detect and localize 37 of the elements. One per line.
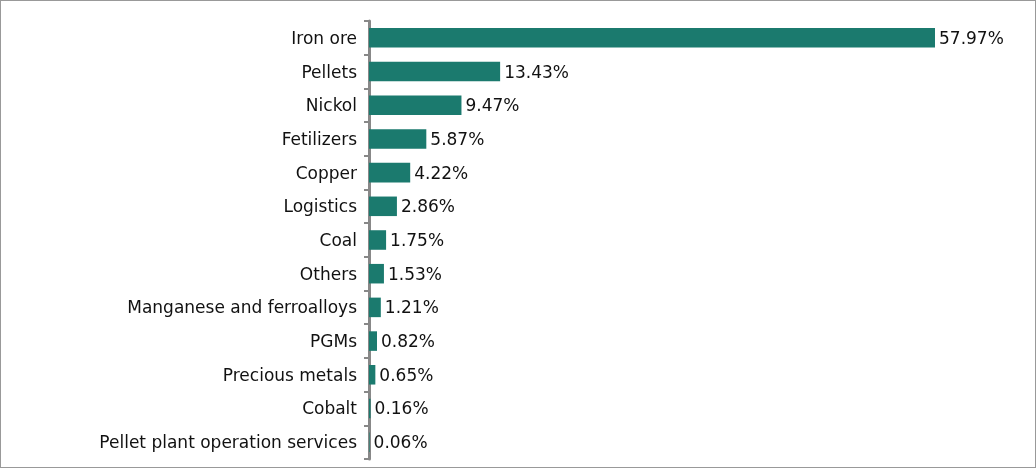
y-tick-label: Pellets: [301, 61, 358, 82]
y-tick-label: Nickol: [305, 95, 357, 116]
y-tick-label: Precious metals: [222, 364, 358, 385]
bar: [369, 129, 427, 149]
y-tick-label: Manganese and ferroalloys: [127, 297, 358, 318]
data-label: 4.22%: [414, 162, 469, 183]
y-tick-label: Logistics: [283, 196, 358, 217]
y-tick-label: Coal: [319, 230, 357, 250]
y-tick-label: Fetilizers: [281, 128, 358, 149]
bar: [369, 28, 935, 48]
bar: [369, 365, 376, 385]
data-label: 0.06%: [373, 432, 428, 453]
data-label: 57.97%: [939, 27, 1004, 48]
data-label: 1.75%: [390, 230, 445, 250]
y-tick-label: Others: [299, 263, 358, 284]
data-label: 9.47%: [465, 95, 520, 116]
bar: [369, 263, 384, 284]
bar: [369, 331, 378, 351]
bar: [369, 196, 397, 217]
data-label: 13.43%: [504, 61, 569, 82]
data-label: 5.87%: [430, 128, 485, 149]
bar: [369, 230, 387, 250]
y-tick-label: Copper: [295, 162, 357, 183]
bar: [369, 61, 501, 82]
data-label: 0.82%: [381, 331, 436, 352]
y-tick-label: Iron ore: [291, 27, 357, 48]
y-tick-label: PGMs: [310, 331, 358, 352]
data-label: 1.21%: [384, 297, 439, 318]
bar: [369, 297, 381, 318]
bar: [369, 162, 411, 183]
data-label: 2.86%: [400, 196, 455, 217]
data-label: 0.65%: [379, 364, 434, 385]
data-label: 1.53%: [387, 263, 442, 284]
y-tick-label: Pellet plant operation services: [99, 432, 358, 453]
data-label: 0.16%: [374, 398, 429, 419]
bar: [369, 95, 462, 115]
y-tick-label: Cobalt: [302, 398, 358, 419]
